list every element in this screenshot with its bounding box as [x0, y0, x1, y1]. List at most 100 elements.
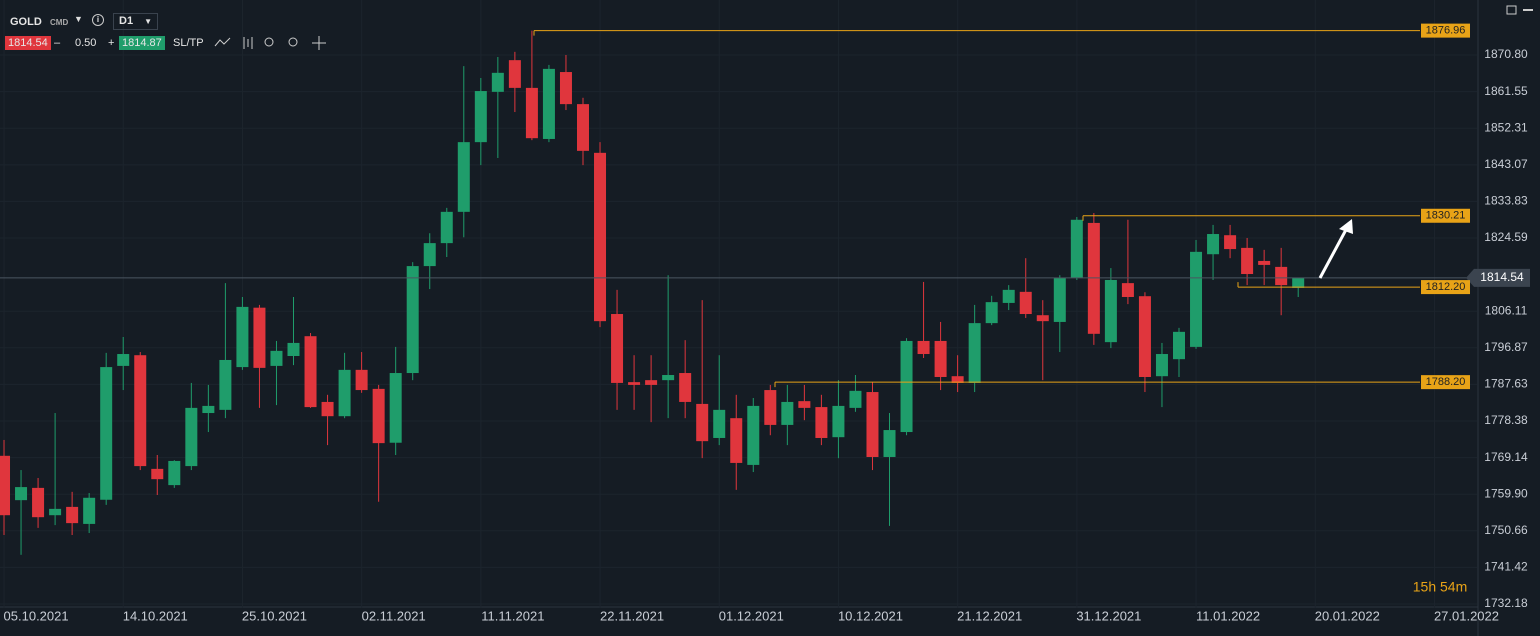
- y-tick-label: 1787.63: [1484, 377, 1528, 391]
- candle-body: [1275, 266, 1288, 286]
- y-tick-label: 1833.83: [1484, 194, 1528, 208]
- candle-body: [304, 336, 317, 408]
- current-price-tag: [1466, 268, 1530, 287]
- candle-body: [815, 407, 828, 438]
- candle-body: [389, 373, 402, 443]
- candle-body: [832, 405, 845, 438]
- candle-body: [372, 388, 385, 444]
- level-label: 1812.20: [1426, 281, 1466, 293]
- zoom-out-icon[interactable]: [264, 37, 274, 47]
- x-tick-label: 22.11.2021: [600, 608, 664, 623]
- bid[interactable]: 1814.54: [5, 36, 51, 50]
- candle-body: [1070, 219, 1083, 278]
- level-label: 1788.20: [1426, 376, 1466, 388]
- level-tag: [1421, 280, 1470, 295]
- line-icon[interactable]: [214, 37, 231, 47]
- level-tag: [1421, 208, 1470, 223]
- y-tick-label: 1759.90: [1484, 486, 1528, 500]
- x-tick-label: 14.10.2021: [123, 608, 188, 623]
- candle-body: [1121, 283, 1134, 297]
- level-label: 1876.96: [1426, 25, 1466, 37]
- y-tick-label: 1741.42: [1484, 560, 1528, 574]
- info-icon[interactable]: i: [92, 14, 104, 26]
- candle-body: [985, 302, 998, 324]
- candle-body: [866, 392, 879, 457]
- y-tick-label: 1732.18: [1484, 596, 1528, 610]
- candle-body: [49, 508, 62, 516]
- candle-body: [764, 390, 777, 425]
- candle-body: [1190, 251, 1203, 347]
- candle-body: [457, 142, 470, 212]
- candle-body: [185, 407, 198, 467]
- candle-body: [1138, 296, 1151, 377]
- candle-body: [1036, 315, 1049, 322]
- candle-body: [83, 497, 96, 524]
- countdown: 15h 54m: [1413, 579, 1467, 595]
- candle-body: [236, 306, 249, 368]
- arrow-head: [1339, 219, 1353, 234]
- window-icon[interactable]: [1506, 5, 1517, 15]
- candle-body: [491, 72, 504, 92]
- timeframe[interactable]: D1 ▼: [113, 13, 158, 30]
- candle-body: [1241, 247, 1254, 275]
- x-tick-label: 27.01.2022: [1434, 608, 1499, 623]
- candle-body: [0, 455, 11, 516]
- y-tick-label: 1824.59: [1484, 230, 1528, 244]
- candle-body: [1104, 279, 1117, 343]
- candle-body: [917, 340, 930, 355]
- y-tick-label: 1778.38: [1484, 413, 1528, 427]
- y-tick-label: 1750.66: [1484, 523, 1528, 537]
- y-tick-label: 1861.55: [1484, 84, 1528, 98]
- candle-body: [355, 369, 368, 391]
- candle-body: [576, 104, 589, 151]
- candle-body: [628, 382, 641, 385]
- candle-body: [253, 307, 266, 368]
- candle-body: [525, 87, 538, 139]
- y-tick-label: 1870.80: [1484, 47, 1528, 61]
- x-tick-label: 11.01.2022: [1196, 608, 1260, 623]
- candle-body: [321, 401, 334, 417]
- symbol[interactable]: GOLD: [10, 16, 42, 28]
- candle-body: [951, 376, 964, 383]
- level-tag: [1421, 375, 1470, 390]
- candle-body: [117, 354, 130, 366]
- spread[interactable]: 0.50: [75, 37, 97, 49]
- candle-body: [713, 409, 726, 438]
- candle-body: [1207, 234, 1220, 255]
- candle-body: [559, 72, 572, 105]
- candle-body: [440, 211, 453, 244]
- candle-body: [645, 380, 658, 385]
- sltp[interactable]: SL/TP: [173, 37, 204, 49]
- candle-body: [934, 340, 947, 377]
- x-tick-label: 11.11.2021: [481, 608, 544, 623]
- candle-body: [168, 460, 181, 486]
- move-icon[interactable]: [312, 36, 326, 50]
- candle-body: [1172, 331, 1185, 360]
- y-tick-label: 1769.14: [1484, 450, 1528, 464]
- candle-body: [594, 152, 607, 322]
- x-tick-label: 31.12.2021: [1076, 608, 1141, 623]
- candle-body: [15, 487, 28, 501]
- ask[interactable]: 1814.87: [119, 36, 165, 50]
- candle-body: [287, 342, 300, 356]
- level-tag: [1421, 23, 1470, 38]
- candle-body: [423, 243, 436, 267]
- candle-body: [968, 323, 981, 383]
- candle-body: [219, 359, 232, 410]
- candle-body: [1053, 277, 1066, 322]
- candle-icon[interactable]: [243, 37, 253, 49]
- candle-body: [1002, 289, 1015, 303]
- dropdown-arrow[interactable]: ▼: [74, 14, 83, 24]
- candle-body: [542, 68, 555, 139]
- x-tick-label: 05.10.2021: [4, 608, 69, 623]
- tool-icons: [214, 36, 326, 50]
- candle-body: [662, 375, 675, 381]
- candle-body: [1019, 291, 1032, 315]
- zoom-in-icon[interactable]: [288, 37, 298, 47]
- plus[interactable]: +: [108, 37, 115, 49]
- candle-body: [679, 373, 692, 402]
- minus[interactable]: –: [54, 37, 61, 49]
